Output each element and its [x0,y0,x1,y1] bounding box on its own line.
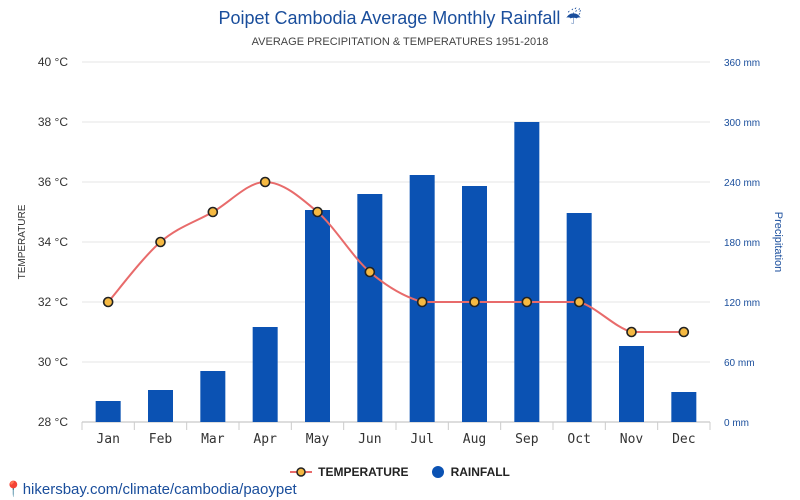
y-left-tick-label: 40 °C [38,55,68,69]
temperature-point [469,296,480,308]
y-left-tick-label: 38 °C [38,115,68,129]
temperature-point [626,326,637,338]
temperature-point [364,266,376,278]
legend-rainfall-label: RAINFALL [450,465,510,479]
axes: 28 °C 30 °C 32 °C 34 °C 36 °C 38 °C 40 °C 0 mm 6… [17,55,784,447]
temperature-legend-icon [290,467,313,477]
chart-subtitle: AVERAGE PRECIPITATION & TEMPERATURES 195… [251,36,549,48]
rainfall-bar [305,210,330,422]
temperature-curve [107,180,684,333]
source-link[interactable]: 📍hikersbay.com/climate/cambodia/paoypet [4,480,297,498]
y-right-tick-label: 240 mm [724,178,760,189]
temperature-point [155,236,166,248]
x-tick-label: Oct [567,432,590,447]
y-right-tick-label: 300 mm [724,118,760,129]
temperature-point [207,206,219,218]
x-tick-label: Jun [358,432,381,447]
chart-legend: TEMPERATURE RAINFALL [0,465,800,479]
x-tick-label: May [306,432,330,447]
rainfall-bars [95,122,697,422]
legend-rainfall[interactable]: RAINFALL [431,465,510,479]
x-tick-label: Nov [620,432,644,447]
y-left-tick-label: 36 °C [38,175,68,189]
source-link-text: hikersbay.com/climate/cambodia/paoypet [22,481,297,498]
y-left-tick-label: 30 °C [38,355,68,369]
temperature-point [312,206,323,218]
rainfall-bar [671,392,697,422]
temperature-point [259,176,271,188]
x-tick-label: Mar [201,432,225,447]
temperature-point [521,296,533,308]
rainfall-bar [200,371,226,422]
y-left-tick-label: 28 °C [38,415,68,429]
y-left-tick-label: 34 °C [38,235,68,249]
temperature-point [102,296,114,308]
rainfall-bar [252,327,278,422]
y-left-axis-title: TEMPERATURE [17,204,28,279]
x-tick-label: Aug [463,432,486,447]
x-tick-label: Jan [96,432,119,447]
y-left-tick-label: 32 °C [38,295,68,309]
legend-temperature-label: TEMPERATURE [318,465,409,479]
y-right-axis-title: Precipitation [772,212,784,273]
y-right-tick-label: 120 mm [724,298,760,309]
rainfall-bar [148,390,173,422]
temperature-line [102,176,690,338]
rainfall-bar [619,346,644,422]
y-right-tick-label: 0 mm [724,418,749,429]
x-tick-label: Apr [253,432,277,447]
rainfall-bar [566,213,592,422]
temperature-point [416,296,428,308]
x-tick-label: Sep [515,432,539,447]
rainfall-bar [514,122,540,422]
y-right-tick-label: 180 mm [724,238,760,249]
chart-title: Poipet Cambodia Average Monthly Rainfall… [218,8,582,28]
temperature-point [678,326,690,338]
temperature-point [573,296,585,308]
x-tick-label: Feb [149,432,173,447]
location-pin-icon: 📍 [4,481,23,498]
rainfall-legend-icon [431,466,444,478]
y-right-tick-label: 60 mm [724,358,755,369]
x-tick-label: Jul [410,432,433,447]
legend-temperature[interactable]: TEMPERATURE [290,465,409,479]
grid-lines [81,61,711,430]
y-right-tick-label: 360 mm [724,58,760,69]
rainfall-bar [357,194,383,422]
rainfall-bar [95,401,121,422]
x-tick-label: Dec [672,432,695,447]
